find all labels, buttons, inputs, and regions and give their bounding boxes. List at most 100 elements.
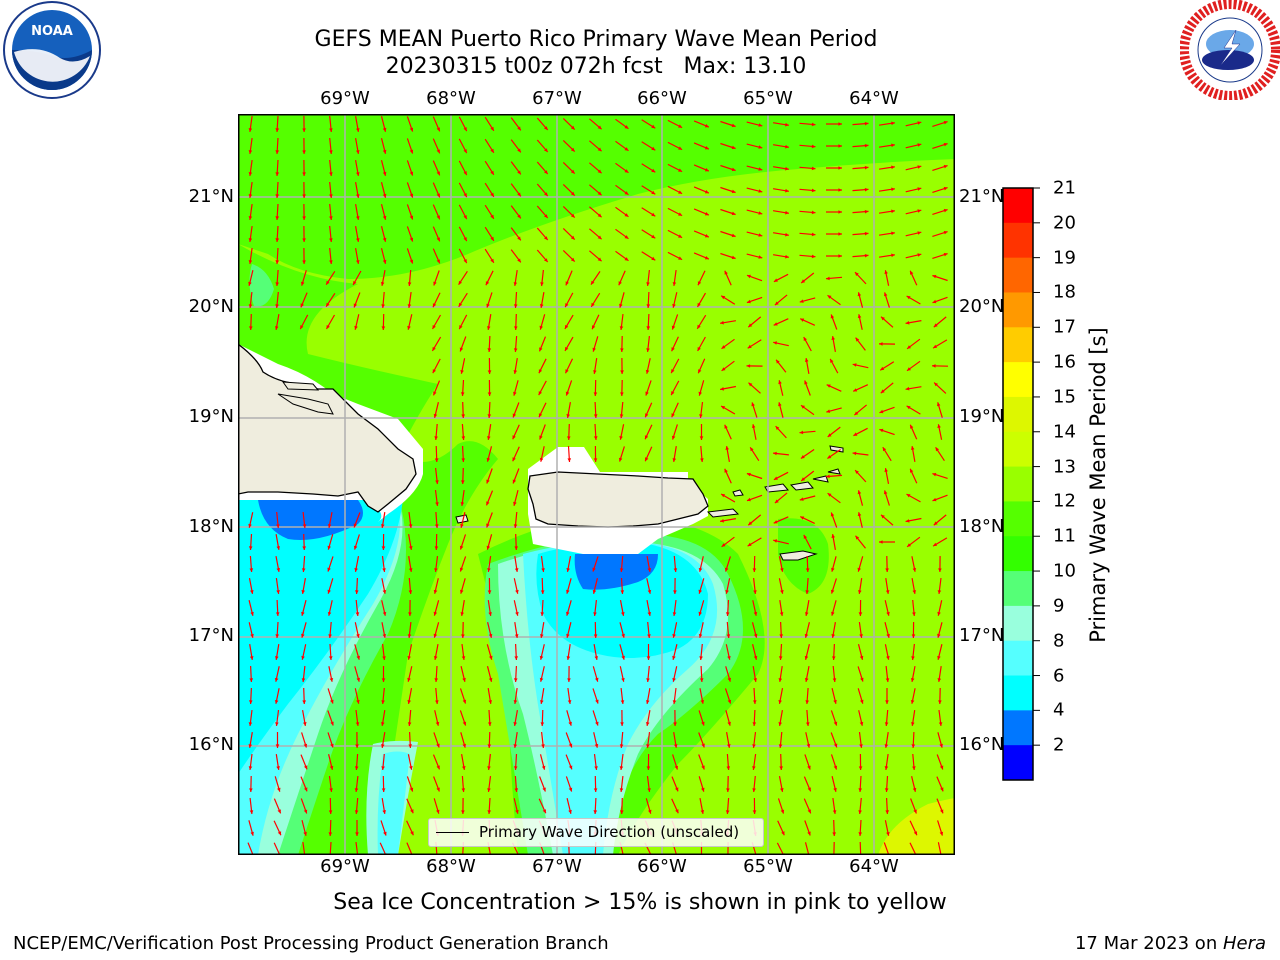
colorbar bbox=[1002, 187, 1040, 781]
wave-direction-arrowhead bbox=[675, 809, 679, 814]
wave-direction-arrowhead bbox=[593, 810, 598, 814]
wave-direction-arrowhead bbox=[382, 237, 387, 242]
wave-direction-arrowhead bbox=[774, 499, 779, 504]
wave-direction-arrowhead bbox=[276, 568, 281, 572]
wave-direction-arrowhead bbox=[858, 788, 862, 792]
lon-label-bottom-66w: 66°W bbox=[637, 856, 687, 877]
wave-direction-arrowhead bbox=[880, 389, 885, 394]
wave-direction-arrowhead bbox=[884, 766, 889, 770]
wave-direction-arrowhead bbox=[565, 391, 570, 396]
wave-direction-arrowhead bbox=[624, 213, 629, 217]
wave-direction-arrowhead bbox=[647, 568, 652, 572]
wave-direction-arrowhead bbox=[778, 380, 782, 385]
wave-direction-arrowhead bbox=[488, 722, 492, 726]
wave-direction-arrowhead bbox=[800, 318, 805, 322]
wave-direction-arrowhead bbox=[644, 435, 649, 440]
wave-direction-arrowhead bbox=[409, 766, 413, 770]
wave-direction-arrowhead bbox=[864, 231, 869, 236]
wave-direction-arrowhead bbox=[410, 809, 414, 814]
wave-direction-arrowhead bbox=[461, 810, 465, 814]
wave-direction-arrowhead bbox=[773, 476, 778, 480]
wave-direction-arrowhead bbox=[832, 678, 837, 682]
wave-direction-arrowhead bbox=[864, 165, 869, 170]
wave-direction-arrowhead bbox=[460, 370, 464, 374]
wave-direction-arrowhead bbox=[570, 191, 575, 196]
wave-direction-arrowhead bbox=[566, 414, 570, 418]
wave-direction-arrowhead bbox=[805, 612, 809, 616]
wave-direction-arrowhead bbox=[891, 165, 895, 170]
wave-direction-arrowhead bbox=[726, 788, 730, 792]
wave-direction-arrowhead bbox=[811, 166, 816, 171]
wave-direction-arrowhead bbox=[672, 458, 677, 462]
wave-direction-arrowhead bbox=[726, 766, 731, 770]
wave-direction-arrowhead bbox=[356, 699, 360, 704]
land-haiti-gulf bbox=[277, 393, 334, 415]
wave-direction-arrowhead bbox=[827, 295, 832, 299]
wave-direction-arrowhead bbox=[721, 406, 726, 410]
wave-direction-arrowhead bbox=[624, 191, 629, 195]
wave-direction-arrowhead bbox=[864, 143, 869, 148]
wave-direction-arrowhead bbox=[858, 810, 862, 814]
wave-direction-arrowhead bbox=[593, 634, 598, 638]
wave-direction-arrowhead bbox=[646, 326, 651, 330]
wave-direction-arrowhead bbox=[591, 302, 595, 307]
legend-line-sample bbox=[436, 832, 469, 833]
wave-direction-arrowhead bbox=[381, 788, 386, 792]
wave-direction-arrowhead bbox=[731, 233, 736, 238]
wave-direction-arrowhead bbox=[940, 809, 944, 814]
wave-direction-arrowhead bbox=[806, 722, 810, 726]
wave-direction-arrowhead bbox=[513, 524, 518, 528]
colorbar-segment bbox=[1003, 327, 1033, 363]
wave-direction-arrowhead bbox=[435, 502, 439, 506]
wave-direction-arrowhead bbox=[905, 519, 910, 523]
wave-direction-arrowhead bbox=[886, 633, 890, 638]
wave-direction-arrowhead bbox=[595, 677, 599, 682]
wave-direction-arrowhead bbox=[727, 656, 731, 660]
wave-direction-arrowhead bbox=[912, 590, 917, 594]
wave-direction-arrowhead bbox=[461, 788, 466, 792]
wave-direction-arrowhead bbox=[568, 809, 572, 814]
wave-direction-arrowhead bbox=[907, 367, 911, 371]
wave-direction-arrowhead bbox=[488, 677, 493, 682]
wave-direction-arrowhead bbox=[726, 634, 731, 638]
colorbar-tick-label: 16 bbox=[1053, 351, 1076, 373]
wave-direction-arrowhead bbox=[913, 831, 917, 836]
wave-direction-arrowhead bbox=[512, 435, 516, 440]
wave-direction-arrowhead bbox=[725, 810, 730, 814]
wave-direction-arrowhead bbox=[381, 744, 385, 748]
wave-direction-arrowhead bbox=[248, 523, 252, 528]
field-10-11-nw bbox=[249, 264, 274, 307]
colorbar-segment bbox=[1003, 362, 1033, 398]
wave-direction-arrowhead bbox=[275, 326, 279, 330]
wave-direction-arrowhead bbox=[773, 539, 778, 543]
wave-direction-arrowhead bbox=[700, 458, 704, 462]
wave-direction-arrowhead bbox=[776, 359, 780, 364]
wave-direction-arrowhead bbox=[724, 567, 729, 572]
wave-direction-arrowhead bbox=[647, 788, 651, 792]
wave-direction-arrowhead bbox=[886, 832, 890, 836]
colorbar-tick-label: 19 bbox=[1053, 247, 1076, 269]
wave-direction-arrowhead bbox=[463, 193, 467, 198]
wave-direction-arrowhead bbox=[277, 787, 281, 792]
wave-direction-arrowhead bbox=[748, 323, 753, 328]
map-subtitle: 20230315 t00z 072h fcst Max: 13.10 bbox=[385, 54, 807, 79]
wave-direction-arrowhead bbox=[354, 568, 358, 572]
colorbar-tick-label: 13 bbox=[1053, 456, 1076, 478]
wave-direction-arrowhead bbox=[302, 194, 306, 198]
wave-direction-arrowhead bbox=[300, 303, 304, 308]
wave-direction-arrowhead bbox=[541, 744, 545, 748]
wave-direction-arrowhead bbox=[932, 497, 937, 502]
wave-direction-arrowhead bbox=[724, 424, 728, 429]
wave-direction-arrowhead bbox=[811, 188, 816, 193]
wave-direction-arrowhead bbox=[275, 612, 280, 616]
wave-direction-arrowhead bbox=[838, 188, 842, 192]
land-culebra bbox=[732, 489, 744, 497]
wave-direction-arrowhead bbox=[646, 656, 651, 660]
wave-direction-arrowhead bbox=[827, 493, 832, 497]
wave-direction-arrowhead bbox=[697, 281, 702, 286]
wave-direction-arrowhead bbox=[731, 189, 736, 194]
wave-direction-arrowhead bbox=[781, 831, 785, 836]
wave-direction-arrowhead bbox=[248, 304, 253, 308]
wave-direction-arrowhead bbox=[276, 590, 280, 594]
wave-direction-arrowhead bbox=[621, 633, 625, 638]
